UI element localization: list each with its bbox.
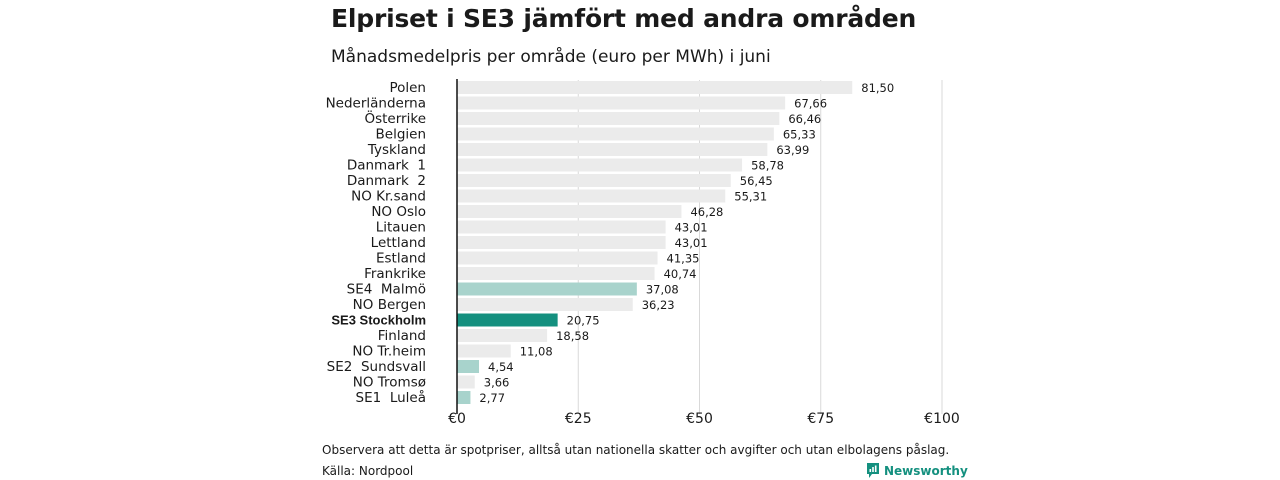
value-label-8: 46,28	[690, 205, 723, 219]
footnote: Observera att detta är spotpriser, allts…	[322, 443, 950, 457]
value-label-18: 4,54	[488, 360, 514, 374]
category-label-2: Österrike	[364, 109, 426, 127]
bar-1	[457, 96, 786, 110]
value-label-2: 66,46	[788, 112, 821, 126]
bar-20	[457, 391, 471, 404]
bar-6	[457, 174, 731, 187]
bar-17	[457, 344, 511, 358]
category-label-6: Danmark 2	[347, 173, 426, 189]
value-label-14: 36,23	[642, 298, 675, 312]
category-label-4: Tyskland	[367, 142, 426, 158]
value-label-19: 3,66	[484, 376, 510, 390]
value-label-17: 11,08	[520, 345, 553, 359]
value-label-7: 55,31	[734, 190, 767, 204]
newsworthy-logo-icon	[867, 463, 879, 478]
bar-3	[457, 127, 774, 141]
bar-13	[457, 282, 637, 296]
bar-9	[457, 220, 666, 234]
category-label-18: SE2 Sundsvall	[327, 359, 426, 375]
bar-12	[457, 267, 655, 280]
brand-name: Newsworthy	[884, 463, 968, 478]
category-label-5: Danmark 1	[347, 158, 426, 174]
category-label-9: Litauen	[376, 220, 426, 236]
category-label-16: Finland	[378, 328, 426, 344]
category-label-20: SE1 Luleå	[356, 389, 426, 406]
value-label-9: 43,01	[675, 221, 708, 235]
value-label-13: 37,08	[646, 283, 679, 297]
category-label-14: NO Bergen	[353, 297, 426, 313]
chart-subtitle: Månadsmedelpris per område (euro per MWh…	[331, 47, 771, 67]
bar-7	[457, 189, 726, 203]
category-label-12: Frankrike	[364, 266, 426, 282]
bar-10	[457, 236, 666, 249]
value-label-20: 2,77	[479, 391, 505, 405]
bar-8	[457, 205, 682, 218]
x-tick-label-3: €75	[807, 411, 834, 427]
value-label-11: 41,35	[667, 252, 700, 266]
x-tick-label-0: €0	[448, 411, 466, 427]
value-label-1: 67,66	[794, 97, 827, 111]
x-tick-label-1: €25	[565, 411, 592, 427]
category-label-8: NO Oslo	[371, 204, 426, 220]
bar-15	[457, 313, 558, 327]
bar-5	[457, 158, 743, 172]
category-label-19: NO Tromsø	[353, 375, 426, 391]
value-label-10: 43,01	[675, 236, 708, 250]
value-label-12: 40,74	[664, 267, 697, 281]
x-tick-label-2: €50	[686, 411, 713, 427]
value-label-15: 20,75	[567, 314, 600, 328]
value-label-16: 18,58	[556, 329, 589, 343]
bar-18	[457, 360, 480, 373]
category-label-1: Nederländerna	[326, 96, 426, 112]
bar-0	[457, 81, 853, 94]
x-tick-label-4: €100	[924, 411, 960, 427]
bar-11	[457, 251, 658, 265]
category-label-17: NO Tr.heim	[352, 344, 426, 360]
value-label-0: 81,50	[861, 81, 894, 95]
value-label-5: 58,78	[751, 159, 784, 173]
category-label-13: SE4 Malmö	[347, 282, 426, 298]
brand-logo: Newsworthy	[866, 462, 968, 479]
bar-2	[457, 112, 780, 125]
category-label-11: Estland	[376, 251, 426, 267]
bar-19	[457, 375, 475, 389]
source-note: Källa: Nordpool	[322, 464, 414, 478]
bar-16	[457, 329, 548, 342]
bar-14	[457, 298, 633, 311]
value-label-3: 65,33	[783, 128, 816, 142]
category-label-7: NO Kr.sand	[351, 189, 426, 205]
bar-4	[457, 143, 768, 156]
category-label-0: Polen	[389, 80, 426, 96]
bar-chart: Polen 81,50 Nederländerna 67,66 Österrike 66,…	[326, 79, 960, 427]
category-label-15: SE3 Stockholm	[331, 313, 426, 328]
chart-title: Elpriset i SE3 jämfört med andra områden	[331, 4, 917, 33]
category-label-3: Belgien	[376, 127, 427, 143]
category-label-10: Lettland	[371, 235, 426, 251]
value-label-6: 56,45	[740, 174, 773, 188]
value-label-4: 63,99	[776, 143, 809, 157]
